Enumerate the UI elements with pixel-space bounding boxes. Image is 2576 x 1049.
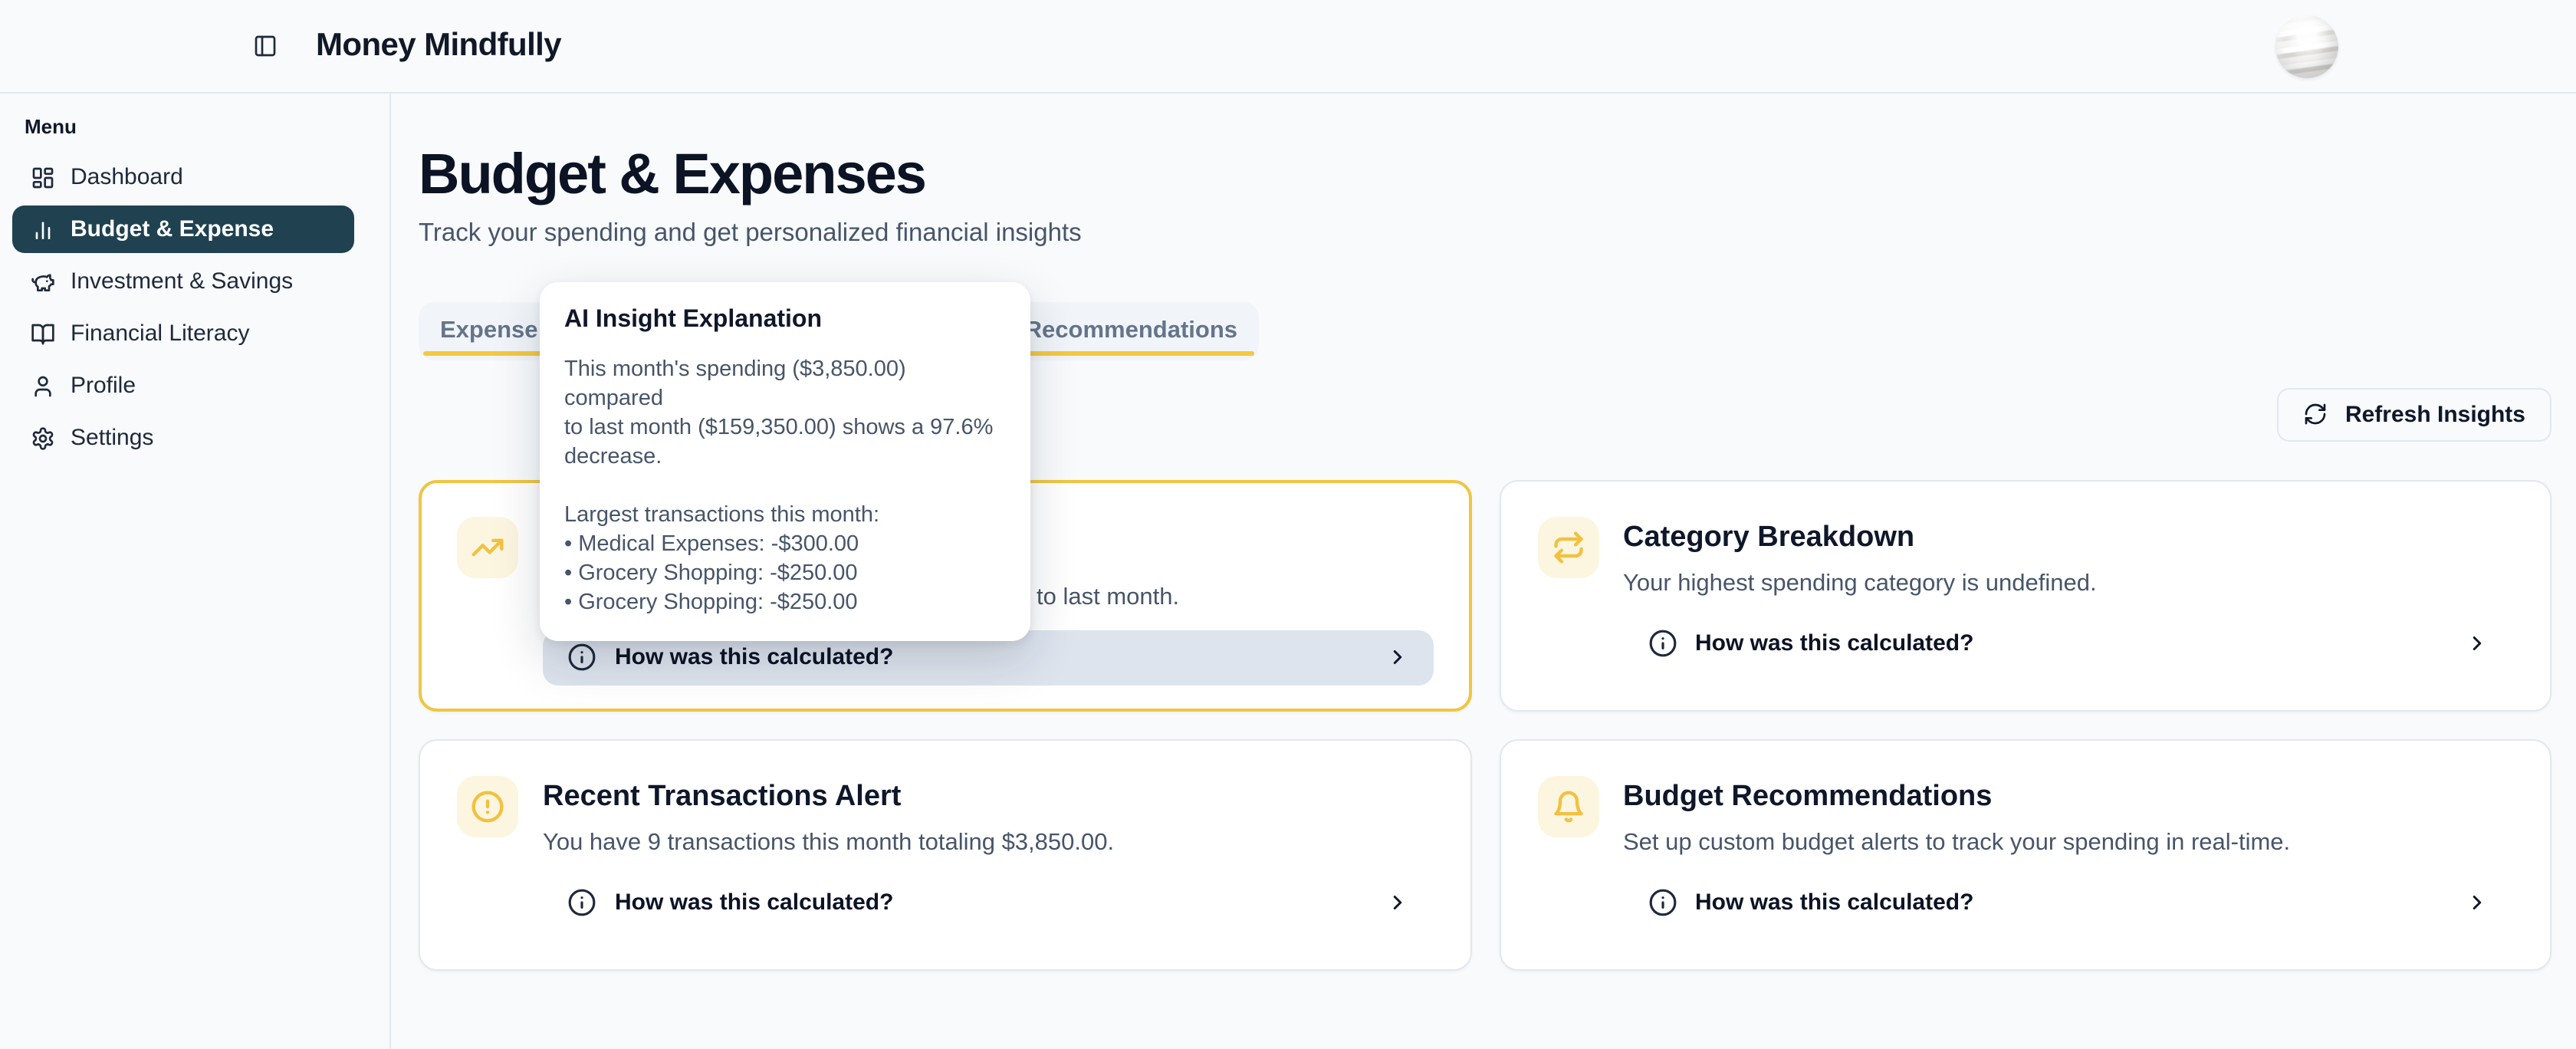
chevron-right-icon [1385, 646, 1408, 669]
sidebar: Menu Dashboard Budget & Expense Investme… [0, 94, 391, 1049]
card-title: Category Breakdown [1623, 521, 1915, 554]
chevron-right-icon [2466, 892, 2489, 915]
how-calculated-label: How was this calculated? [1695, 630, 1974, 657]
toolbar-row: Refresh Insights [419, 387, 2551, 442]
page-subtitle: Track your spending and get personalized… [419, 219, 1082, 247]
how-calculated-label: How was this calculated? [1695, 890, 1974, 916]
avatar[interactable] [2275, 15, 2338, 78]
sidebar-toggle-button[interactable] [247, 28, 284, 64]
sidebar-item-dashboard[interactable]: Dashboard [12, 153, 354, 201]
how-calculated-label: How was this calculated? [615, 644, 894, 671]
top-header: Money Mindfully [0, 0, 2576, 94]
chevron-right-icon [2466, 633, 2489, 656]
piggy-bank-icon [31, 269, 55, 294]
sidebar-item-financial-literacy[interactable]: Financial Literacy [12, 310, 354, 357]
refresh-insights-button[interactable]: Refresh Insights [2277, 387, 2551, 442]
sidebar-item-label: Investment & Savings [71, 268, 294, 294]
card-body: Your highest spending category is undefi… [1623, 570, 2097, 597]
card-title: Budget Recommendations [1623, 780, 1993, 813]
card-body: You have 9 transactions this month total… [543, 829, 1115, 856]
page-title: Budget & Expenses [419, 143, 927, 206]
card-budget-recommendations: Budget Recommendations Set up custom bud… [1499, 738, 2551, 971]
tooltip-body: This month's spending ($3,850.00) compar… [564, 357, 994, 615]
sidebar-item-label: Budget & Expense [71, 216, 274, 242]
how-calculated-button[interactable]: How was this calculated? [1623, 617, 2513, 672]
panel-left-icon [253, 34, 278, 58]
how-calculated-label: How was this calculated? [615, 890, 894, 916]
refresh-icon [2304, 403, 2328, 427]
chevron-right-icon [1385, 892, 1408, 915]
card-visible-text: to last month. [1037, 584, 1180, 610]
bar-chart-icon [31, 217, 55, 242]
gear-icon [31, 426, 55, 450]
sidebar-item-label: Profile [71, 373, 136, 399]
card-body: Set up custom budget alerts to track you… [1623, 829, 2291, 856]
repeat-icon [1537, 516, 1598, 578]
info-icon [1648, 889, 1677, 918]
sidebar-item-budget-expense[interactable]: Budget & Expense [12, 206, 354, 253]
trending-up-icon [457, 516, 518, 578]
sidebar-item-label: Settings [71, 425, 154, 451]
sidebar-item-label: Financial Literacy [71, 321, 250, 347]
sidebar-item-label: Dashboard [71, 164, 183, 190]
how-calculated-button[interactable]: How was this calculated? [1623, 876, 2513, 931]
alert-circle-icon [457, 775, 518, 837]
card-recent-transactions-alert: Recent Transactions Alert You have 9 tra… [419, 738, 1471, 971]
layout-dashboard-icon [31, 165, 55, 189]
how-calculated-button[interactable]: How was this calculated? [543, 876, 1433, 931]
sidebar-menu-label: Menu [25, 115, 77, 138]
refresh-insights-label: Refresh Insights [2344, 401, 2525, 428]
app-title: Money Mindfully [316, 28, 562, 63]
card-category-breakdown: Category Breakdown Your highest spending… [1499, 479, 2551, 712]
book-open-icon [31, 321, 55, 346]
info-icon [567, 889, 596, 918]
tooltip-title: AI Insight Explanation [564, 307, 823, 333]
main-content: Budget & Expenses Track your spending an… [391, 94, 2576, 1049]
sidebar-item-settings[interactable]: Settings [12, 414, 354, 462]
card-title: Recent Transactions Alert [543, 780, 902, 813]
sidebar-item-investment-savings[interactable]: Investment & Savings [12, 258, 354, 305]
sidebar-item-profile[interactable]: Profile [12, 362, 354, 409]
ai-insight-tooltip: AI Insight Explanation This month's spen… [540, 282, 1030, 641]
info-icon [1648, 630, 1677, 659]
info-icon [567, 643, 596, 672]
user-icon [31, 373, 55, 398]
bell-icon [1537, 775, 1598, 837]
